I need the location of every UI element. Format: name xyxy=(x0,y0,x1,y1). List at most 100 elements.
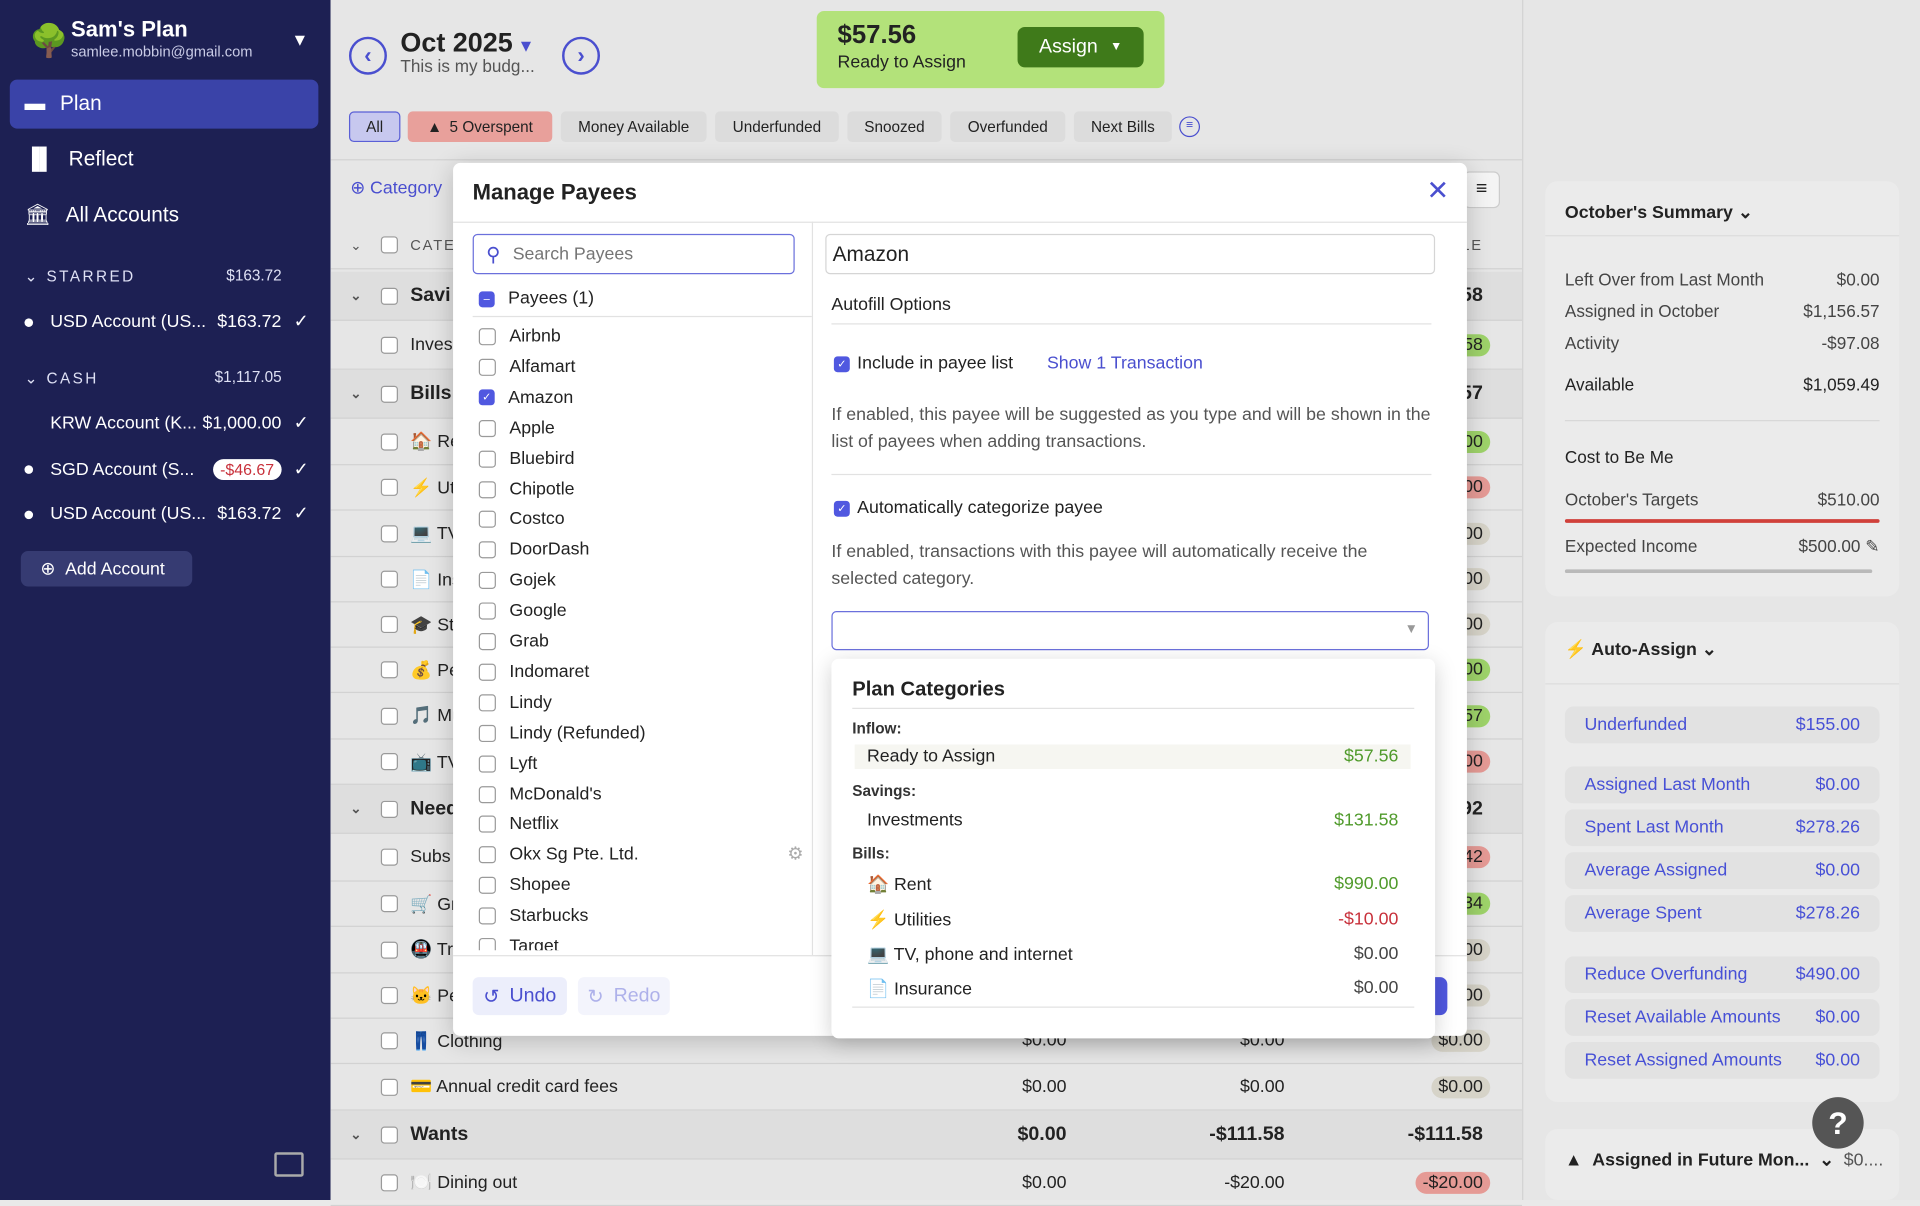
auto-assign-option[interactable]: Reduce Overfunding $490.00 xyxy=(1564,956,1880,994)
account-item[interactable]: USD Account (US... $163.72 ✓ xyxy=(24,504,309,524)
show-transactions-link[interactable]: Show 1 Transaction xyxy=(1046,353,1203,374)
chevron-down-icon[interactable]: ⌄ xyxy=(350,238,364,253)
payee-item[interactable]: Target xyxy=(478,934,803,951)
summary-toggle[interactable]: October's Summary ⌄ xyxy=(1565,203,1753,223)
payee-checkbox[interactable] xyxy=(478,541,496,559)
help-button[interactable]: ? xyxy=(1812,1097,1864,1149)
payee-item[interactable]: Lindy (Refunded) xyxy=(478,721,803,745)
row-checkbox[interactable] xyxy=(380,941,398,959)
auto-assign-option[interactable]: Spent Last Month $278.26 xyxy=(1564,809,1880,847)
account-item[interactable]: KRW Account (K... $1,000.00 ✓ xyxy=(24,414,308,434)
row-checkbox[interactable] xyxy=(380,615,398,634)
payee-item[interactable]: Chipotle xyxy=(478,477,803,501)
payee-item[interactable]: Gojek xyxy=(478,568,803,592)
checkbox-checked[interactable]: ✓ xyxy=(833,500,850,517)
available-value[interactable]: -$20.00 xyxy=(1415,1171,1491,1194)
auto-assign-option[interactable]: Reset Available Amounts $0.00 xyxy=(1564,999,1880,1036)
month-note[interactable]: This is my budg... xyxy=(400,56,535,76)
checkbox-checked[interactable]: ✓ xyxy=(478,389,495,406)
payee-checkbox[interactable] xyxy=(478,876,496,895)
filter-money-available[interactable]: Money Available xyxy=(560,111,707,143)
payee-checkbox[interactable] xyxy=(478,755,496,773)
payee-checkbox[interactable] xyxy=(478,846,496,864)
payee-item[interactable]: ✓ Amazon xyxy=(478,385,803,409)
payee-checkbox[interactable] xyxy=(478,815,496,834)
filter-overfunded[interactable]: Overfunded xyxy=(950,111,1066,143)
filter-underfunded[interactable]: Underfunded xyxy=(715,111,839,143)
row-checkbox[interactable] xyxy=(380,661,398,679)
chevron-down-icon[interactable]: ⌄ xyxy=(350,288,362,304)
row-checkbox[interactable] xyxy=(380,385,398,403)
nav-plan[interactable]: ▬ Plan xyxy=(9,79,319,129)
chevron-down-icon[interactable]: ⌄ xyxy=(350,802,362,817)
payee-name-input[interactable]: Amazon xyxy=(825,233,1436,275)
payee-item[interactable]: Grab xyxy=(478,629,803,653)
nav-all-accounts[interactable]: 🏛 All Accounts xyxy=(10,191,319,240)
search-field[interactable] xyxy=(512,244,758,264)
dropdown-option[interactable]: 💻 TV, phone and internet $0.00 xyxy=(855,942,1411,968)
payee-item[interactable]: Lindy xyxy=(478,690,803,714)
row-checkbox[interactable] xyxy=(380,848,398,866)
dropdown-option[interactable]: 🏠 Rent $990.00 xyxy=(855,872,1411,898)
payee-checkbox[interactable] xyxy=(478,907,496,925)
assigned-value[interactable]: $0.00 xyxy=(1022,1076,1067,1097)
caret-down-icon[interactable]: ▼ xyxy=(291,29,309,49)
auto-assign-option[interactable]: Average Assigned $0.00 xyxy=(1564,852,1880,889)
row-checkbox[interactable] xyxy=(380,1032,398,1050)
payee-checkbox[interactable] xyxy=(478,694,496,712)
auto-assign-option[interactable]: Reset Assigned Amounts $0.00 xyxy=(1564,1042,1880,1079)
payee-item[interactable]: DoorDash xyxy=(478,538,803,562)
assigned-value[interactable]: $0.00 xyxy=(1017,1123,1067,1145)
row-checkbox[interactable] xyxy=(380,707,398,725)
checkbox-checked[interactable]: ✓ xyxy=(833,355,850,372)
row-checkbox[interactable] xyxy=(380,432,398,451)
select-all-payees[interactable]: – Payees (1) xyxy=(478,287,594,311)
assigned-value[interactable]: $0.00 xyxy=(1022,1172,1067,1193)
filter-all[interactable]: All xyxy=(348,111,401,143)
redo-button[interactable]: ↻ Redo xyxy=(577,977,670,1016)
dropdown-option[interactable]: Investments $131.58 xyxy=(855,808,1411,832)
select-all-checkbox[interactable] xyxy=(380,236,398,254)
row-checkbox[interactable] xyxy=(380,1125,398,1144)
available-value[interactable]: $0.00 xyxy=(1431,1075,1491,1098)
group-cash[interactable]: ⌄ CASH $1,117.05 xyxy=(24,369,281,387)
payee-checkbox[interactable] xyxy=(478,511,496,529)
filter-settings-icon[interactable]: ≡ xyxy=(1179,116,1201,138)
month-picker[interactable]: Oct 2025 ▼ xyxy=(400,27,534,59)
dropdown-option[interactable]: 📄 Insurance $0.00 xyxy=(855,976,1411,1002)
dropdown-option[interactable]: ⚡ Utilities -$10.00 xyxy=(855,907,1411,933)
auto-assign-toggle[interactable]: ⚡ Auto-Assign ⌄ xyxy=(1565,639,1717,660)
chevron-down-icon[interactable]: ⌄ xyxy=(350,1127,362,1143)
assign-button[interactable]: Assign ▼ xyxy=(1017,26,1144,68)
payee-checkbox[interactable] xyxy=(478,633,496,651)
row-checkbox[interactable] xyxy=(380,986,398,1005)
plan-switcher[interactable]: Sam's Plan samlee.mobbin@gmail.com xyxy=(71,17,253,60)
category-group-row[interactable]: ⌄ Wants $0.00 -$111.58 -$111.58 xyxy=(330,1110,1523,1160)
payee-checkbox[interactable] xyxy=(478,419,496,437)
available-value[interactable]: -$111.58 xyxy=(1407,1123,1483,1145)
menu-icon[interactable]: ≡ xyxy=(1463,171,1501,209)
auto-assign-option[interactable]: Underfunded $155.00 xyxy=(1564,706,1880,744)
indeterminate-checkbox[interactable]: – xyxy=(478,290,495,307)
payee-checkbox[interactable] xyxy=(478,572,496,590)
category-row[interactable]: 💳 Annual credit card fees $0.00 $0.00 $0.00 xyxy=(330,1064,1523,1111)
row-checkbox[interactable] xyxy=(380,753,398,771)
payee-item[interactable]: Alfamart xyxy=(478,355,803,379)
dropdown-option[interactable]: Ready to Assign $57.56 xyxy=(854,744,1411,769)
payee-item[interactable]: Netflix xyxy=(478,812,803,836)
group-starred[interactable]: ⌄ STARRED $163.72 xyxy=(24,267,281,285)
payee-checkbox[interactable] xyxy=(478,358,496,376)
category-select[interactable]: ▼ xyxy=(831,611,1429,651)
payee-checkbox[interactable] xyxy=(478,602,496,620)
close-icon[interactable]: ✕ xyxy=(1426,175,1450,206)
collapse-sidebar-icon[interactable] xyxy=(274,1152,304,1177)
payee-item[interactable]: Starbucks xyxy=(478,904,803,928)
row-checkbox[interactable] xyxy=(380,800,398,818)
next-month-button[interactable]: › xyxy=(562,36,601,75)
payee-item[interactable]: Indomaret xyxy=(478,660,803,684)
payee-item[interactable]: Lyft xyxy=(478,751,803,775)
row-checkbox[interactable] xyxy=(380,524,398,542)
payee-item[interactable]: Google xyxy=(478,599,803,623)
row-checkbox[interactable] xyxy=(380,478,398,496)
row-checkbox[interactable] xyxy=(380,895,398,913)
